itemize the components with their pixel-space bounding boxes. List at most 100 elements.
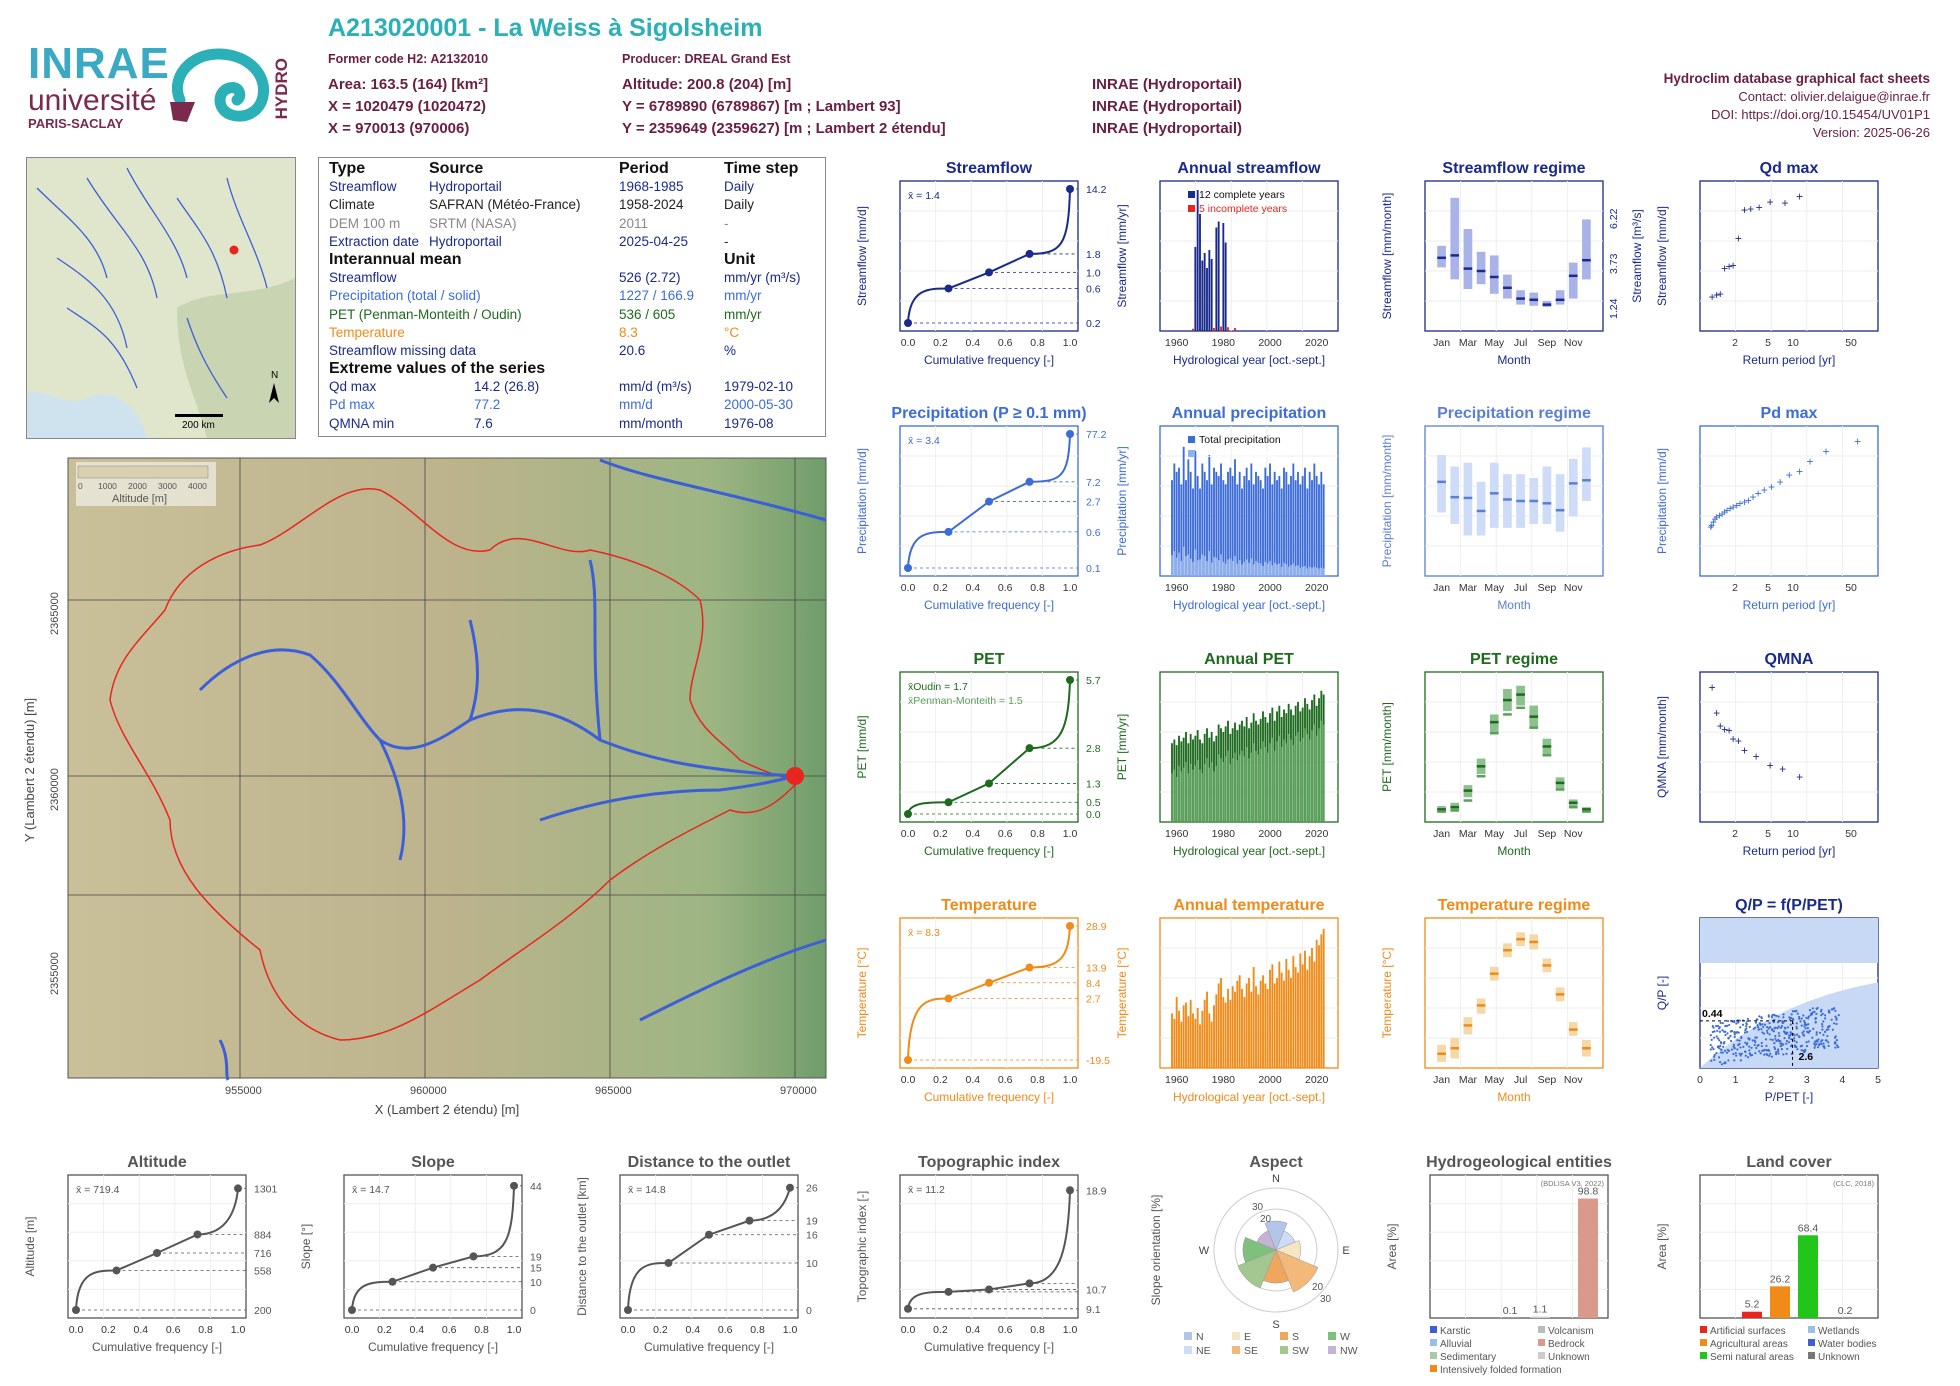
annual-bar — [1299, 953, 1302, 1068]
scatter-dot — [1803, 1034, 1806, 1037]
former-code: Former code H2: A2132010 — [328, 52, 489, 66]
x-tick-label: 0.8 — [1030, 1074, 1045, 1086]
quantile-point — [510, 1181, 518, 1190]
row-step: Daily — [724, 197, 755, 213]
scatter-dot — [1781, 1021, 1784, 1025]
y-axis-label: Streamflow [mm/month] — [1380, 193, 1394, 320]
annual-bar — [1220, 978, 1222, 1068]
annual-bar — [1248, 480, 1250, 576]
legend-key — [1328, 1346, 1336, 1354]
month-label: May — [1484, 828, 1505, 840]
quantile-point — [786, 1183, 794, 1192]
annual-bar-incomplete — [1227, 327, 1229, 331]
annual-bar — [1182, 446, 1185, 576]
annual-bar — [1213, 467, 1215, 576]
annual-bar-secondary — [1210, 762, 1213, 822]
x-tick-label: 0.2 — [933, 582, 948, 594]
x-axis-label: Return period [yr] — [1743, 598, 1836, 612]
scatter-dot — [1773, 1047, 1777, 1050]
regime-box — [1476, 481, 1486, 536]
extreme-name: QMNA min — [329, 415, 395, 431]
rose-ring — [1234, 1208, 1318, 1292]
annual-bar-incomplete — [1192, 328, 1194, 331]
north-arrow-icon — [269, 383, 279, 403]
scatter-dot — [1770, 1015, 1774, 1019]
annual-bar-secondary — [1311, 730, 1313, 822]
chart-title: PET regime — [1470, 651, 1558, 668]
france-map: 200 km N — [27, 158, 295, 438]
return-period-point: + — [1713, 288, 1720, 302]
x-axis-label: Cumulative frequency [-] — [924, 353, 1054, 367]
annual-bar-secondary — [1241, 564, 1243, 576]
scatter-dot — [1755, 1046, 1758, 1050]
scatter-dot — [1735, 1054, 1738, 1057]
annual-bar — [1301, 964, 1304, 1068]
annual-bar — [1189, 999, 1192, 1068]
month-label: Jul — [1514, 582, 1527, 594]
annual-bar-secondary — [1278, 735, 1281, 822]
y-axis-label: Topographic index [-] — [855, 1191, 869, 1302]
y-axis-label: Temperature [°C] — [1380, 948, 1394, 1039]
annual-bar-secondary — [1213, 556, 1215, 576]
scatter-dot — [1726, 1048, 1729, 1051]
regime-box — [1489, 714, 1499, 734]
legend-key — [1808, 1339, 1815, 1346]
scatter-dot — [1834, 1046, 1837, 1049]
rose-sector — [1275, 1249, 1319, 1293]
return-period-point: + — [1717, 287, 1724, 301]
mean-label: x̄Penman-Monteith = 1.5 — [908, 695, 1023, 707]
scatter-dot — [1785, 1039, 1789, 1043]
scatter-dot — [1758, 1015, 1761, 1018]
scatter-dot — [1821, 1012, 1824, 1015]
legend-key — [1188, 436, 1195, 443]
extreme-value: 77.2 — [474, 397, 501, 413]
scatter-dot — [1803, 1025, 1806, 1028]
annual-bar-secondary — [1308, 739, 1311, 822]
regime-box — [1450, 197, 1460, 280]
return-period-point: + — [1719, 507, 1726, 521]
quantile-label: 10 — [806, 1258, 818, 1270]
scatter-dot — [1727, 1059, 1730, 1062]
quantile-label: 0.0 — [1086, 809, 1101, 821]
scatter-dot — [1826, 1025, 1830, 1029]
annual-bar — [1273, 471, 1276, 576]
return-period-point: + — [1750, 490, 1757, 504]
x-axis-label: Hydrological year [oct.-sept.] — [1173, 353, 1325, 367]
legend-label: Total precipitation — [1199, 434, 1281, 446]
month-label: Mar — [1459, 828, 1478, 840]
month-label: Nov — [1564, 1074, 1583, 1086]
x-axis-label: Cumulative frequency [-] — [924, 1090, 1054, 1104]
annual-bar — [1241, 488, 1243, 576]
scatter-dot — [1768, 1025, 1772, 1029]
scatter-dot — [1773, 1042, 1776, 1045]
annual-bar — [1292, 956, 1295, 1068]
annual-bar-secondary — [1175, 777, 1178, 822]
scatter-dot — [1813, 1046, 1816, 1049]
annual-bar — [1210, 1021, 1213, 1068]
ring-label: 20 — [1260, 1214, 1272, 1225]
scatter-dot — [1748, 1049, 1751, 1052]
annual-bar — [1273, 983, 1276, 1068]
annual-bar — [1322, 484, 1325, 576]
return-period-point: + — [1723, 503, 1730, 517]
fact-sheet-info: Hydroclim database graphical fact sheets… — [1664, 70, 1930, 142]
plot-frame — [899, 917, 1079, 1069]
annual-bar-secondary — [1210, 562, 1213, 576]
legend-label: Water bodies — [1818, 1339, 1877, 1350]
return-period-point: + — [1779, 762, 1786, 776]
annual-bar — [1208, 455, 1211, 576]
scatter-dot — [1746, 1020, 1749, 1023]
x-tick-label: 3 — [1804, 1074, 1810, 1086]
annual-bar-secondary — [1220, 758, 1222, 822]
return-period-point: + — [1806, 455, 1813, 469]
scatter-dot — [1835, 1018, 1838, 1021]
annual-bar — [1292, 463, 1295, 576]
quantile-point — [664, 1258, 673, 1267]
annual-bar-secondary — [1245, 559, 1248, 576]
annual-bar-secondary — [1201, 773, 1204, 822]
scatter-dot — [1788, 1016, 1791, 1019]
annual-bar — [1245, 467, 1248, 576]
scatter-dot — [1728, 1023, 1731, 1027]
quantile-label: 9.1 — [1086, 1304, 1101, 1316]
scatter-dot — [1772, 1013, 1775, 1016]
